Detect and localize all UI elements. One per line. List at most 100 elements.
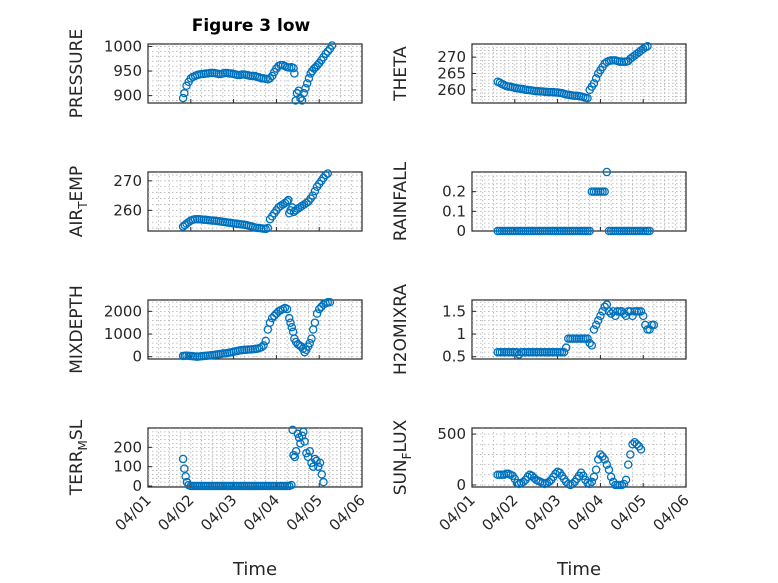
y-tick-label: 1 xyxy=(456,325,466,343)
grid-lines xyxy=(472,172,686,231)
x-tick-label: 04/01 xyxy=(436,491,479,534)
data-series xyxy=(178,41,337,105)
data-point xyxy=(561,343,571,352)
subplot-3: 0 0.10.2 RAINFALL xyxy=(391,161,687,241)
subplot-2: 260 270 AIRTEMP xyxy=(67,166,363,237)
data-point xyxy=(600,455,609,464)
y-axis-label: H2OMIXRA xyxy=(391,284,411,375)
data-point xyxy=(598,307,607,316)
data-point xyxy=(263,223,273,233)
data-point xyxy=(314,462,323,471)
data-point xyxy=(512,347,522,357)
y-tick-label: 0 xyxy=(456,476,466,494)
grid-lines xyxy=(148,44,362,103)
x-tick-label: 04/04 xyxy=(240,491,283,534)
data-point xyxy=(305,446,315,456)
data-point xyxy=(600,302,609,312)
data-series xyxy=(493,42,652,103)
y-tick-label: 900 xyxy=(113,87,142,105)
y-tick-label: 0 xyxy=(456,222,466,240)
data-point xyxy=(286,318,295,327)
data-point xyxy=(585,338,594,348)
data-point xyxy=(270,311,279,321)
data-point xyxy=(186,74,196,83)
data-point xyxy=(284,195,293,205)
data-point xyxy=(519,477,528,487)
data-point xyxy=(596,311,605,321)
data-point xyxy=(559,347,569,357)
data-point xyxy=(544,477,554,487)
data-point xyxy=(632,440,642,449)
data-point xyxy=(312,309,322,318)
data-point xyxy=(257,342,266,352)
x-axis-label: Time xyxy=(556,559,601,580)
x-tick-label: 04/04 xyxy=(564,491,607,534)
data-point xyxy=(623,460,633,469)
data-point xyxy=(290,452,300,462)
data-point xyxy=(265,318,275,327)
subplot-7: 0 500 04/01 04/02 04/03 04/04 04/05 04/06 SUNFLU… xyxy=(391,419,693,580)
y-axis-label: THETA xyxy=(391,46,411,102)
data-point xyxy=(606,472,616,482)
data-point xyxy=(585,226,594,236)
data-point xyxy=(626,450,635,459)
x-axis-label: Time xyxy=(232,559,277,580)
data-point xyxy=(327,41,337,50)
data-point xyxy=(178,93,188,103)
data-point xyxy=(643,42,652,51)
data-point xyxy=(621,311,631,321)
data-point xyxy=(287,480,296,490)
x-tick-label: 04/05 xyxy=(283,491,326,534)
data-point xyxy=(608,307,618,316)
y-tick-label: 1000 xyxy=(104,325,142,343)
subplot-0: 900 950 1000 PRESSURE xyxy=(67,29,363,118)
data-point xyxy=(296,439,305,448)
y-tick-label: 0 xyxy=(132,477,142,495)
x-tick-label: 04/02 xyxy=(478,491,521,534)
y-tick-label: 200 xyxy=(113,438,142,456)
data-point xyxy=(649,320,659,330)
x-tick-label: 04/05 xyxy=(607,491,650,534)
y-axis-label: AIRTEMP xyxy=(67,166,90,237)
data-point xyxy=(299,88,309,98)
data-point xyxy=(579,471,588,481)
data-series xyxy=(178,169,333,234)
data-point xyxy=(300,437,309,446)
data-point xyxy=(180,464,189,473)
data-point xyxy=(265,74,275,83)
data-point xyxy=(289,63,298,73)
y-axis-label: SUNFLUX xyxy=(391,419,414,495)
data-point xyxy=(594,316,603,325)
data-point xyxy=(591,74,601,83)
y-axis-label: MIXDEPTH xyxy=(67,285,87,374)
x-tick-label: 04/03 xyxy=(521,491,564,534)
data-point xyxy=(314,304,324,314)
data-point xyxy=(293,429,303,439)
data-point xyxy=(645,226,654,236)
data-point xyxy=(583,334,592,343)
data-point xyxy=(591,320,601,330)
data-point xyxy=(591,465,601,474)
data-point xyxy=(315,458,325,468)
data-point xyxy=(587,477,597,487)
data-point xyxy=(178,454,188,464)
data-series xyxy=(178,425,328,491)
data-point xyxy=(301,84,310,93)
data-point xyxy=(636,445,646,454)
y-tick-label: 265 xyxy=(437,65,466,83)
data-point xyxy=(611,311,620,321)
data-point xyxy=(317,470,327,479)
data-point xyxy=(585,479,594,489)
data-point xyxy=(261,336,270,346)
y-tick-label: 100 xyxy=(113,458,142,476)
y-axis-label: TERRMSL xyxy=(67,419,90,496)
data-point xyxy=(645,325,654,334)
data-point xyxy=(638,44,648,54)
data-point xyxy=(181,472,190,481)
data-point xyxy=(510,474,520,484)
data-point xyxy=(602,167,612,177)
data-point xyxy=(284,313,294,323)
data-point xyxy=(583,93,592,103)
